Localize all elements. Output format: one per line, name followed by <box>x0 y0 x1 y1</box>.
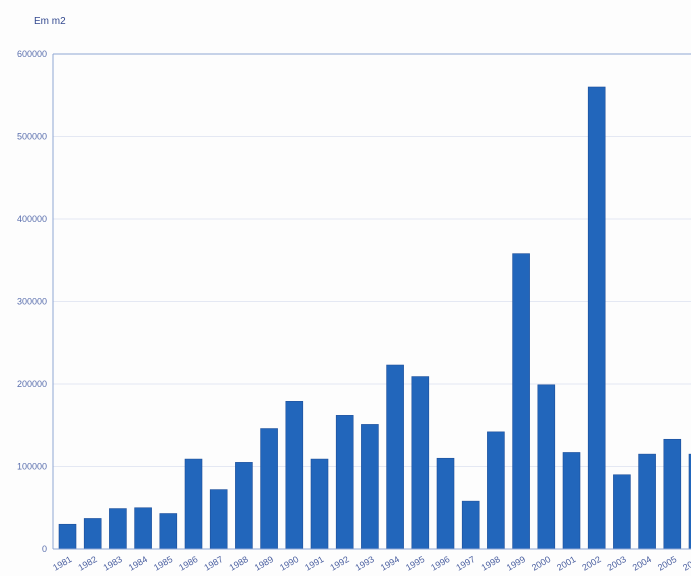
x-tick-label: 1984 <box>127 554 149 573</box>
y-tick-label: 400000 <box>17 214 47 224</box>
x-tick-label: 1981 <box>51 554 73 573</box>
y-axis-ticks: 0 100000 200000 300000 400000 500000 600000 <box>17 49 47 554</box>
y-tick-label: 0 <box>42 544 47 554</box>
bar-1993 <box>361 424 379 550</box>
x-tick-label: 1989 <box>253 554 275 573</box>
x-tick-label: 1987 <box>202 554 224 573</box>
bar-1983 <box>109 508 127 550</box>
bar-1998 <box>487 431 505 550</box>
bar-1991 <box>310 458 329 550</box>
bar-1984 <box>134 507 152 550</box>
x-tick-label: 1998 <box>480 554 502 573</box>
x-tick-label: 1983 <box>102 554 124 573</box>
y-tick-label: 200000 <box>17 379 47 389</box>
bar-1995 <box>411 376 430 550</box>
bar-1986 <box>184 458 203 550</box>
y-tick-label: 600000 <box>17 49 47 59</box>
bar-1981 <box>58 523 77 550</box>
bar-1987 <box>209 489 228 550</box>
bar-1996 <box>436 457 455 550</box>
plot-frame <box>52 53 691 550</box>
bar-1992 <box>335 415 354 550</box>
bar-2001 <box>562 452 581 550</box>
x-tick-label: 2001 <box>555 554 577 573</box>
x-tick-label: 1995 <box>404 554 426 573</box>
bar-2005 <box>663 438 682 550</box>
x-tick-label: 1993 <box>354 554 376 573</box>
x-tick-label: 1990 <box>278 554 300 573</box>
x-tick-label: 1985 <box>152 554 174 573</box>
x-tick-label: 2000 <box>530 554 552 573</box>
bar-1990 <box>285 401 304 550</box>
bar-1994 <box>386 364 404 550</box>
x-tick-label: 1988 <box>228 554 250 573</box>
bar-2000 <box>537 384 556 550</box>
bar-2002 <box>587 86 606 550</box>
x-tick-label: 1999 <box>505 554 527 573</box>
x-tick-label: 2003 <box>606 554 628 573</box>
x-tick-label: 2005 <box>656 554 678 573</box>
x-tick-label: 1986 <box>177 554 199 573</box>
unit-label: Em m2 <box>34 16 66 27</box>
x-tick-label: 2006 <box>681 554 691 573</box>
y-tick-label: 300000 <box>17 297 47 307</box>
x-axis-ticks: 1981 1982 1983 1984 1985 1986 1987 1988 1989 1990… <box>51 554 691 573</box>
x-tick-label: 1982 <box>76 554 98 573</box>
bar-1982 <box>83 518 102 550</box>
x-tick-label: 2002 <box>580 554 602 573</box>
x-tick-label: 2004 <box>631 554 653 573</box>
x-tick-label: 1991 <box>303 554 325 573</box>
y-tick-label: 500000 <box>17 132 47 142</box>
x-tick-label: 1996 <box>429 554 451 573</box>
x-tick-label: 1994 <box>379 554 401 573</box>
y-tick-label: 100000 <box>17 462 47 472</box>
bar-1985 <box>159 513 178 550</box>
bar-1989 <box>260 428 278 550</box>
bar-1988 <box>235 462 253 550</box>
bar-2006 <box>688 453 691 550</box>
bar-1999 <box>512 253 530 550</box>
grid-layer <box>53 136 691 467</box>
x-tick-label: 1997 <box>454 554 476 573</box>
bar-2003 <box>613 474 631 550</box>
bar-1997 <box>461 500 480 550</box>
x-tick-label: 1992 <box>328 554 350 573</box>
bar-2004 <box>638 453 656 550</box>
bar-series <box>58 86 691 550</box>
